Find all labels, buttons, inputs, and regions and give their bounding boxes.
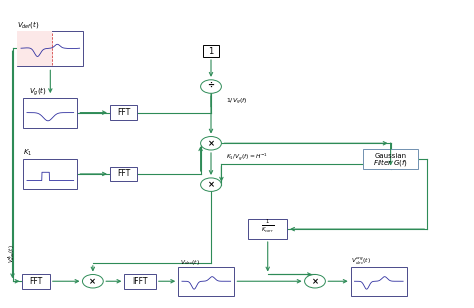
Circle shape [305, 274, 325, 288]
Text: $\frac{1}{K_{corr}}$: $\frac{1}{K_{corr}}$ [261, 218, 274, 235]
Circle shape [201, 136, 221, 150]
Text: $V_{dec}^A(t)$: $V_{dec}^A(t)$ [6, 244, 17, 263]
Text: $K_1/V_g(f) = H^{-1}$: $K_1/V_g(f) = H^{-1}$ [226, 151, 268, 163]
Circle shape [201, 80, 221, 93]
Text: 1: 1 [209, 47, 214, 56]
Text: FFT: FFT [117, 169, 130, 178]
FancyBboxPatch shape [110, 105, 137, 120]
FancyBboxPatch shape [23, 98, 77, 128]
FancyBboxPatch shape [17, 30, 83, 66]
FancyBboxPatch shape [110, 167, 137, 181]
FancyBboxPatch shape [351, 267, 407, 296]
Text: $K_1$: $K_1$ [23, 148, 32, 158]
Text: ×: × [311, 277, 319, 286]
Text: FFT: FFT [29, 277, 43, 286]
Text: ×: × [208, 139, 215, 148]
Text: FFT: FFT [117, 108, 130, 117]
Text: $V_g(t)$: $V_g(t)$ [29, 86, 46, 98]
Text: ×: × [90, 277, 96, 286]
Text: Filter $G(f)$: Filter $G(f)$ [373, 157, 408, 168]
FancyBboxPatch shape [203, 46, 219, 57]
FancyBboxPatch shape [364, 149, 418, 168]
FancyBboxPatch shape [248, 219, 287, 239]
FancyBboxPatch shape [17, 30, 52, 66]
Text: ÷: ÷ [208, 82, 215, 91]
Circle shape [82, 274, 103, 288]
Text: Gaussian: Gaussian [374, 152, 407, 159]
Text: $V_{def}(t)$: $V_{def}(t)$ [17, 19, 40, 30]
FancyBboxPatch shape [178, 267, 235, 296]
Text: $V_{dec}^{org}(t)$: $V_{dec}^{org}(t)$ [351, 256, 371, 267]
Circle shape [201, 178, 221, 191]
Text: $1/V_g(f)$: $1/V_g(f)$ [226, 97, 248, 107]
Text: IFFT: IFFT [132, 277, 148, 286]
FancyBboxPatch shape [23, 159, 77, 189]
Text: ×: × [208, 180, 215, 189]
FancyBboxPatch shape [22, 274, 50, 289]
Text: $V_{dec}(t)$: $V_{dec}(t)$ [180, 258, 200, 267]
FancyBboxPatch shape [124, 274, 156, 289]
